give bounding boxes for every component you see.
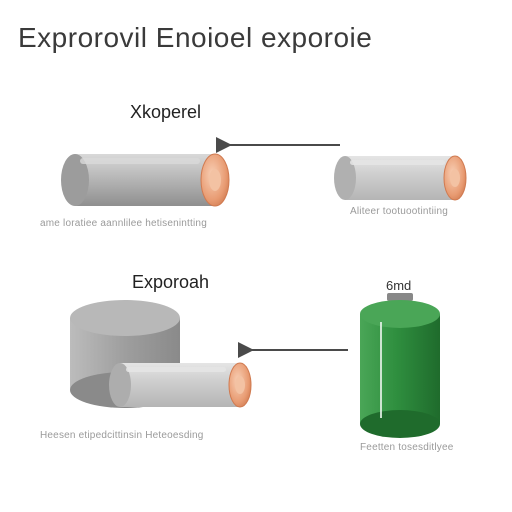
diagram-canvas: Exprorovil Enoioel exporoie Xkoperel Exp… [0,0,512,512]
diagram-svg [0,0,512,512]
cylinder-row1-left [61,154,229,206]
battery-cylinder [360,293,440,438]
cylinder-row1-right [334,156,466,200]
cylinder-row2-pill [109,363,251,407]
